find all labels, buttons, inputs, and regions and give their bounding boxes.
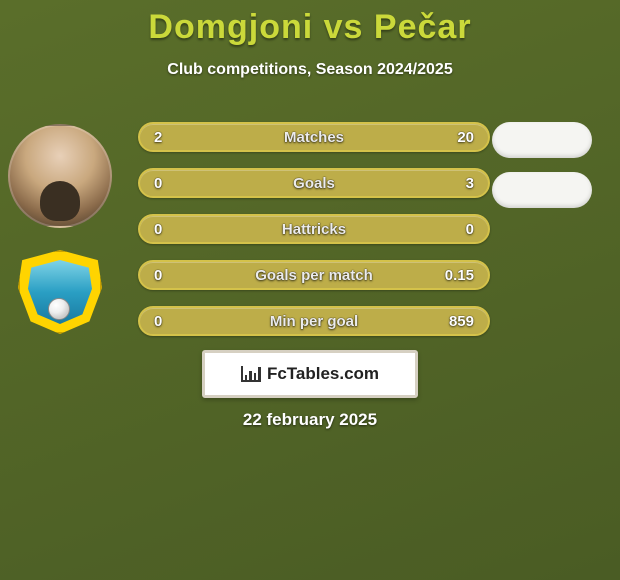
stat-label: Matches bbox=[200, 129, 428, 146]
subtitle: Club competitions, Season 2024/2025 bbox=[0, 61, 620, 79]
player1-country-shape bbox=[492, 122, 592, 158]
player2-name: Pečar bbox=[374, 8, 472, 46]
page-title: Domgjoni vs Pečar bbox=[0, 0, 620, 47]
stat-row-goals-per-match: 0 Goals per match 0.15 bbox=[138, 260, 490, 290]
stat-left-value: 0 bbox=[140, 313, 200, 330]
snapshot-date: 22 february 2025 bbox=[0, 410, 620, 430]
stat-row-hattricks: 0 Hattricks 0 bbox=[138, 214, 490, 244]
player1-name: Domgjoni bbox=[148, 8, 313, 46]
bar-chart-icon bbox=[241, 366, 261, 382]
stat-right-value: 20 bbox=[428, 129, 488, 146]
stat-left-value: 0 bbox=[140, 221, 200, 238]
stat-right-value: 0 bbox=[428, 221, 488, 238]
stat-label: Goals per match bbox=[200, 267, 428, 284]
stat-row-min-per-goal: 0 Min per goal 859 bbox=[138, 306, 490, 336]
stats-bars: 2 Matches 20 0 Goals 3 0 Hattricks 0 0 G… bbox=[138, 122, 490, 352]
stat-label: Hattricks bbox=[200, 221, 428, 238]
right-column bbox=[492, 122, 602, 222]
left-column bbox=[8, 124, 112, 334]
player2-country-shape bbox=[492, 172, 592, 208]
stat-left-value: 0 bbox=[140, 267, 200, 284]
stat-label: Goals bbox=[200, 175, 428, 192]
fctables-logo[interactable]: FcTables.com bbox=[202, 350, 418, 398]
stat-left-value: 0 bbox=[140, 175, 200, 192]
player2-club-badge bbox=[18, 250, 102, 334]
stat-label: Min per goal bbox=[200, 313, 428, 330]
stat-row-goals: 0 Goals 3 bbox=[138, 168, 490, 198]
stat-right-value: 859 bbox=[428, 313, 488, 330]
stat-right-value: 3 bbox=[428, 175, 488, 192]
logo-text: FcTables.com bbox=[267, 364, 379, 384]
vs-separator: vs bbox=[324, 8, 364, 46]
stat-row-matches: 2 Matches 20 bbox=[138, 122, 490, 152]
stat-left-value: 2 bbox=[140, 129, 200, 146]
shield-icon bbox=[18, 250, 102, 334]
player1-avatar bbox=[8, 124, 112, 228]
stat-right-value: 0.15 bbox=[428, 267, 488, 284]
